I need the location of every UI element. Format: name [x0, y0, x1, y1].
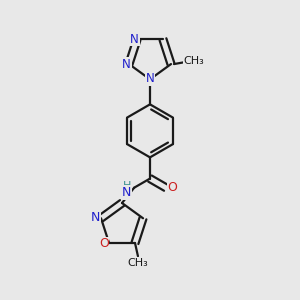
Text: N: N: [130, 33, 139, 46]
Text: N: N: [122, 186, 131, 199]
Text: H: H: [123, 181, 131, 191]
Text: O: O: [167, 181, 177, 194]
Text: CH₃: CH₃: [128, 258, 148, 268]
Text: N: N: [146, 72, 154, 85]
Text: N: N: [122, 58, 131, 70]
Text: N: N: [91, 211, 100, 224]
Text: CH₃: CH₃: [183, 56, 204, 66]
Text: O: O: [99, 237, 109, 250]
